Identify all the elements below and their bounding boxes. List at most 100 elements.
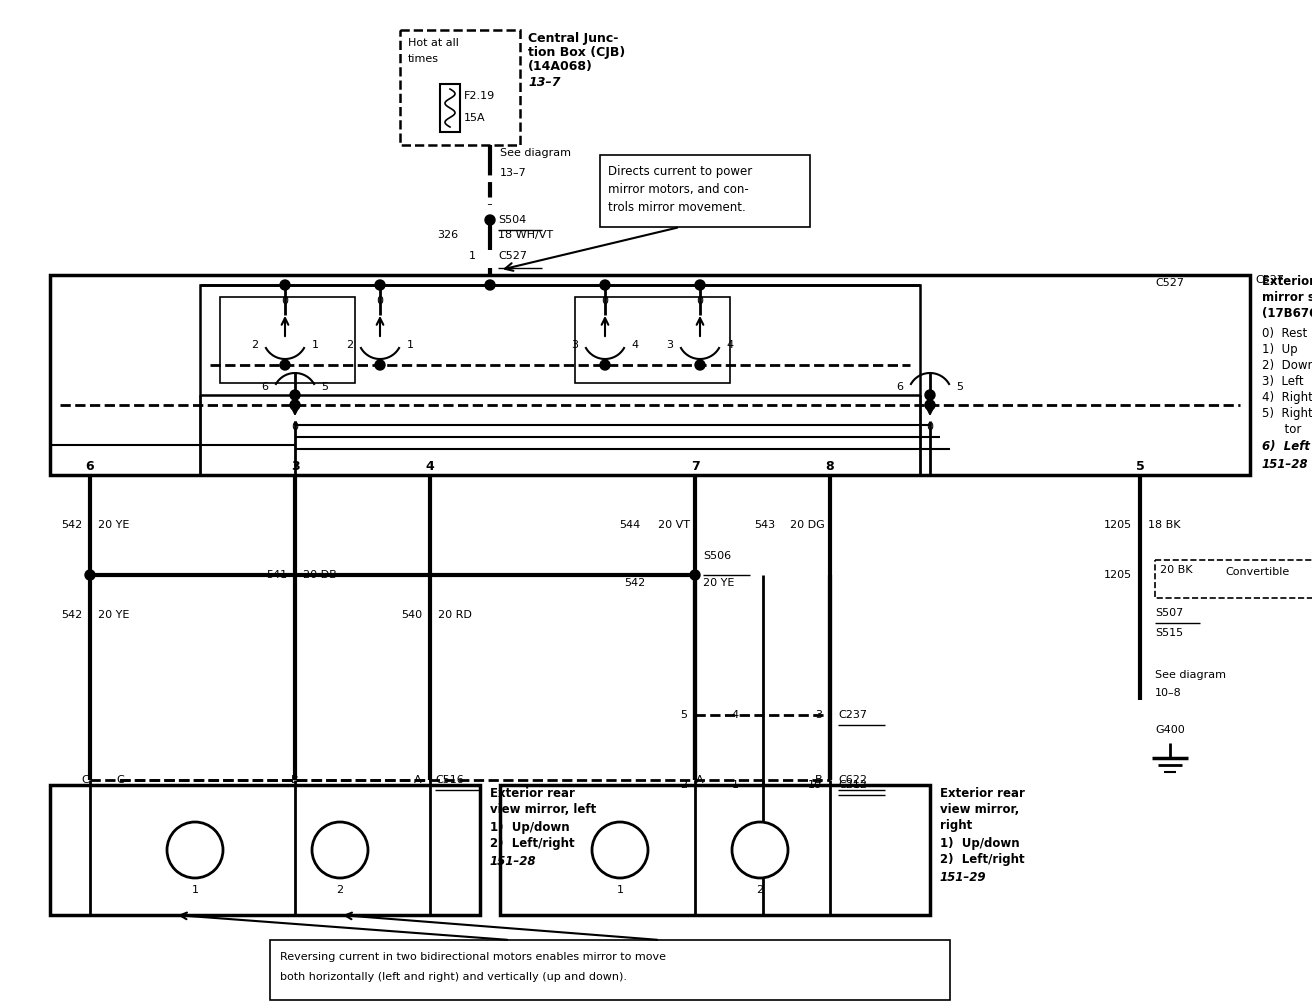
Text: 1: 1 xyxy=(468,251,476,261)
Text: Exterior rear: Exterior rear xyxy=(489,787,575,800)
Text: 20 YE: 20 YE xyxy=(703,578,735,588)
Text: 13–7: 13–7 xyxy=(500,168,526,178)
Text: 2)  Left/right: 2) Left/right xyxy=(939,853,1025,866)
Text: 1)  Up/down: 1) Up/down xyxy=(939,837,1019,850)
Text: 15A: 15A xyxy=(464,113,485,123)
Text: 2: 2 xyxy=(252,340,258,350)
Text: 1205: 1205 xyxy=(1103,570,1132,580)
Text: 151–29: 151–29 xyxy=(939,871,987,884)
Text: C527: C527 xyxy=(1155,278,1183,288)
Circle shape xyxy=(167,822,223,878)
Circle shape xyxy=(485,280,495,290)
Text: S515: S515 xyxy=(1155,628,1183,638)
Circle shape xyxy=(279,360,290,370)
Text: 2: 2 xyxy=(336,885,344,895)
Text: 1: 1 xyxy=(407,340,413,350)
Text: both horizontally (left and right) and vertically (up and down).: both horizontally (left and right) and v… xyxy=(279,972,627,982)
Text: 1)  Up: 1) Up xyxy=(1262,343,1298,356)
Text: See diagram: See diagram xyxy=(1155,670,1225,680)
Text: 0: 0 xyxy=(282,296,289,306)
Text: F2.19: F2.19 xyxy=(464,91,495,101)
Text: 20 RD: 20 RD xyxy=(438,610,472,620)
Text: 3: 3 xyxy=(666,340,673,350)
Text: 2: 2 xyxy=(757,885,764,895)
Text: 542: 542 xyxy=(60,610,81,620)
Circle shape xyxy=(600,360,610,370)
Text: 18 BK: 18 BK xyxy=(1148,520,1181,530)
Text: M: M xyxy=(753,847,768,862)
Text: 542: 542 xyxy=(60,520,81,530)
Text: mirror switch: mirror switch xyxy=(1262,291,1312,304)
Text: 0: 0 xyxy=(926,422,934,432)
Text: 1: 1 xyxy=(732,780,739,790)
Circle shape xyxy=(600,280,610,290)
Circle shape xyxy=(925,390,935,400)
Bar xyxy=(500,785,930,915)
Text: view mirror, left: view mirror, left xyxy=(489,803,596,816)
Text: right: right xyxy=(939,818,972,832)
Text: Reversing current in two bidirectional motors enables mirror to move: Reversing current in two bidirectional m… xyxy=(279,952,666,962)
Text: 10: 10 xyxy=(808,780,823,790)
Text: 2: 2 xyxy=(346,340,353,350)
Bar xyxy=(1155,560,1312,598)
Text: 540: 540 xyxy=(401,610,422,620)
Bar xyxy=(575,297,729,383)
Circle shape xyxy=(312,822,367,878)
Text: 20 BK: 20 BK xyxy=(1160,565,1193,575)
Text: tor: tor xyxy=(1262,423,1302,436)
Text: (17B676): (17B676) xyxy=(1262,307,1312,320)
Text: 543: 543 xyxy=(754,520,775,530)
Text: S507: S507 xyxy=(1155,608,1183,618)
Text: 20 VT: 20 VT xyxy=(659,520,690,530)
Bar xyxy=(440,84,461,132)
Bar xyxy=(199,285,920,395)
Text: M: M xyxy=(613,847,627,862)
Text: Exterior rear: Exterior rear xyxy=(939,787,1025,800)
Text: M: M xyxy=(332,847,348,862)
Text: 5: 5 xyxy=(680,710,687,720)
Text: G400: G400 xyxy=(1155,725,1185,735)
Circle shape xyxy=(290,400,300,410)
Circle shape xyxy=(375,360,384,370)
Text: 0: 0 xyxy=(601,296,609,306)
Text: 0: 0 xyxy=(697,296,703,306)
Text: S506: S506 xyxy=(703,551,731,561)
Text: 13–7: 13–7 xyxy=(527,76,560,89)
Text: 3)  Left: 3) Left xyxy=(1262,375,1304,388)
Text: 544: 544 xyxy=(619,520,640,530)
Text: 7: 7 xyxy=(690,460,699,473)
Text: A: A xyxy=(697,775,703,785)
Text: M: M xyxy=(188,847,202,862)
Text: 20 DB: 20 DB xyxy=(303,570,337,580)
Text: 2)  Left/right: 2) Left/right xyxy=(489,837,575,850)
Text: S504: S504 xyxy=(499,215,526,225)
Text: C: C xyxy=(81,775,89,785)
Text: (14A068): (14A068) xyxy=(527,60,593,73)
Bar xyxy=(50,785,480,915)
Text: 5: 5 xyxy=(1136,460,1144,473)
Text: view mirror,: view mirror, xyxy=(939,803,1019,816)
Text: C527: C527 xyxy=(1256,275,1284,285)
Text: B: B xyxy=(815,775,823,785)
Text: 20 DG: 20 DG xyxy=(790,520,825,530)
Text: B: B xyxy=(291,775,299,785)
Text: C237: C237 xyxy=(838,710,867,720)
Circle shape xyxy=(732,822,789,878)
Bar xyxy=(50,275,1250,475)
Bar xyxy=(270,940,950,1000)
Text: Directs current to power: Directs current to power xyxy=(607,165,752,178)
Text: 3: 3 xyxy=(572,340,579,350)
Text: See diagram: See diagram xyxy=(500,148,571,158)
Text: 4: 4 xyxy=(425,460,434,473)
Text: tion Box (CJB): tion Box (CJB) xyxy=(527,46,626,59)
Text: A: A xyxy=(415,775,422,785)
Text: 0: 0 xyxy=(291,422,299,432)
Text: 20 YE: 20 YE xyxy=(98,520,130,530)
Text: 1)  Up/down: 1) Up/down xyxy=(489,821,569,834)
Bar xyxy=(400,30,520,145)
Text: 4: 4 xyxy=(731,710,739,720)
Circle shape xyxy=(290,390,300,400)
Circle shape xyxy=(925,400,935,410)
Circle shape xyxy=(592,822,648,878)
Circle shape xyxy=(690,570,701,580)
